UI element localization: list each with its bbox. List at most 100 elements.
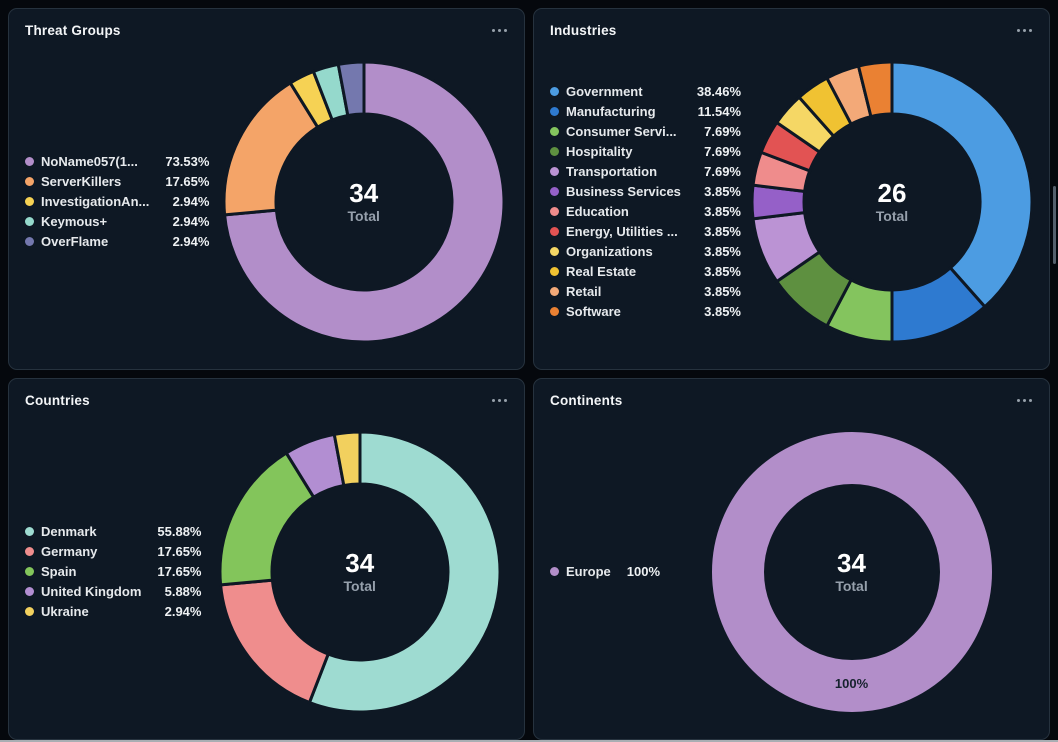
legend: Denmark 55.88% Germany 17.65% Spain 17.65% Uni… [25, 522, 201, 622]
legend-item[interactable]: Denmark [25, 522, 141, 542]
legend-label: Denmark [41, 524, 97, 539]
legend-label: Energy, Utilities ... [566, 224, 678, 239]
legend-item[interactable]: Government [550, 82, 681, 102]
legend-dot-icon [550, 147, 559, 156]
ellipsis-menu-icon[interactable] [489, 24, 510, 37]
ellipsis-menu-icon[interactable] [1014, 394, 1035, 407]
legend-label: Education [566, 204, 629, 219]
legend-dot-icon [550, 187, 559, 196]
card-continents: Continents Europe 100% 34 Total 100% [533, 378, 1050, 740]
legend-percent: 3.85% [704, 304, 741, 319]
legend-label: Business Services [566, 184, 681, 199]
legend-item[interactable]: Business Services [550, 182, 681, 202]
donut-chart[interactable]: 34 Total [219, 57, 509, 347]
legend-label: Hospitality [566, 144, 633, 159]
legend-label: Germany [41, 544, 98, 559]
donut-slice[interactable] [890, 59, 1034, 309]
donut-slice[interactable] [307, 429, 502, 713]
legend-item[interactable]: Ukraine [25, 602, 141, 622]
donut-slice[interactable] [711, 431, 992, 712]
donut-slice[interactable] [222, 59, 506, 343]
legend-item[interactable]: Real Estate [550, 262, 681, 282]
legend-dot-icon [25, 177, 34, 186]
ellipsis-menu-icon[interactable] [489, 394, 510, 407]
legend-item[interactable]: Education [550, 202, 681, 222]
legend-item[interactable]: Keymous+ [25, 212, 149, 232]
legend-item[interactable]: Europe [550, 562, 611, 582]
legend-item[interactable]: OverFlame [25, 232, 149, 252]
legend-label: Software [566, 304, 621, 319]
legend: Government 38.46% Manufacturing 11.54% Consu… [550, 82, 741, 322]
card-industries: Industries Government 38.46% Manufacturing… [533, 8, 1050, 370]
legend-label: Consumer Servi... [566, 124, 677, 139]
legend-percent: 7.69% [704, 144, 741, 159]
legend-item[interactable]: ServerKillers [25, 172, 149, 192]
legend-item[interactable]: Germany [25, 542, 141, 562]
legend-dot-icon [550, 287, 559, 296]
legend-item[interactable]: Transportation [550, 162, 681, 182]
legend-item[interactable]: Manufacturing [550, 102, 681, 122]
legend-dot-icon [25, 547, 34, 556]
legend-dot-icon [550, 247, 559, 256]
chart-area: 34 Total [209, 57, 518, 347]
legend-dot-icon [550, 107, 559, 116]
card-header: Continents [534, 379, 1049, 410]
donut-slice[interactable] [218, 577, 330, 704]
donut-chart[interactable]: 34 Total [215, 427, 505, 717]
donut-slice[interactable] [332, 429, 362, 487]
legend-percent: 3.85% [704, 224, 741, 239]
legend-percent: 73.53% [165, 154, 210, 169]
legend-dot-icon [25, 197, 34, 206]
legend-dot-icon [550, 127, 559, 136]
donut-chart[interactable]: 34 Total 100% [707, 427, 997, 717]
legend-dot-icon [25, 217, 34, 226]
legend-item[interactable]: Organizations [550, 242, 681, 262]
legend-percent: 3.85% [704, 244, 741, 259]
legend-item[interactable]: Hospitality [550, 142, 681, 162]
legend-item[interactable]: Software [550, 302, 681, 322]
legend-percent: 5.88% [164, 584, 202, 599]
legend-dot-icon [550, 307, 559, 316]
card-title: Industries [550, 23, 617, 38]
legend-percent: 38.46% [696, 84, 741, 99]
legend-percent: 17.65% [157, 564, 202, 579]
card-title: Countries [25, 393, 90, 408]
legend-label: InvestigationAn... [41, 194, 150, 209]
chart-area: 34 Total [201, 427, 518, 717]
donut-chart[interactable]: 26 Total [747, 57, 1037, 347]
legend-label: Transportation [566, 164, 658, 179]
vertical-scrollbar-thumb[interactable] [1053, 186, 1056, 264]
legend-percent: 2.94% [172, 234, 210, 249]
legend-percent: 2.94% [172, 194, 210, 209]
ellipsis-menu-icon[interactable] [1014, 24, 1035, 37]
legend-dot-icon [25, 567, 34, 576]
legend-dot-icon [25, 527, 34, 536]
legend-item[interactable]: United Kingdom [25, 582, 141, 602]
legend-percent: 3.85% [704, 204, 741, 219]
horizontal-scrollbar[interactable] [0, 740, 1058, 742]
donut-slice[interactable] [336, 59, 366, 117]
legend-item[interactable]: Energy, Utilities ... [550, 222, 681, 242]
legend-dot-icon [550, 87, 559, 96]
legend-percent: 3.85% [704, 284, 741, 299]
legend-label: Organizations [566, 244, 653, 259]
card-body: Europe 100% 34 Total 100% [534, 410, 1049, 739]
legend-label: ServerKillers [41, 174, 122, 189]
donut-slice[interactable] [856, 59, 894, 118]
legend-percent: 17.65% [157, 544, 202, 559]
legend-item[interactable]: NoName057(1... [25, 152, 149, 172]
legend-item[interactable]: Retail [550, 282, 681, 302]
legend-percent: 55.88% [157, 524, 202, 539]
legend-dot-icon [550, 267, 559, 276]
chart-area: 26 Total [741, 57, 1043, 347]
card-countries: Countries Denmark 55.88% Germany 17.65% Spai… [8, 378, 525, 740]
legend-percent: 17.65% [165, 174, 210, 189]
legend-item[interactable]: InvestigationAn... [25, 192, 149, 212]
legend-percent: 3.85% [704, 264, 741, 279]
legend-item[interactable]: Consumer Servi... [550, 122, 681, 142]
card-header: Threat Groups [9, 9, 524, 40]
legend-item[interactable]: Spain [25, 562, 141, 582]
legend-label: Spain [41, 564, 77, 579]
legend-dot-icon [25, 157, 34, 166]
